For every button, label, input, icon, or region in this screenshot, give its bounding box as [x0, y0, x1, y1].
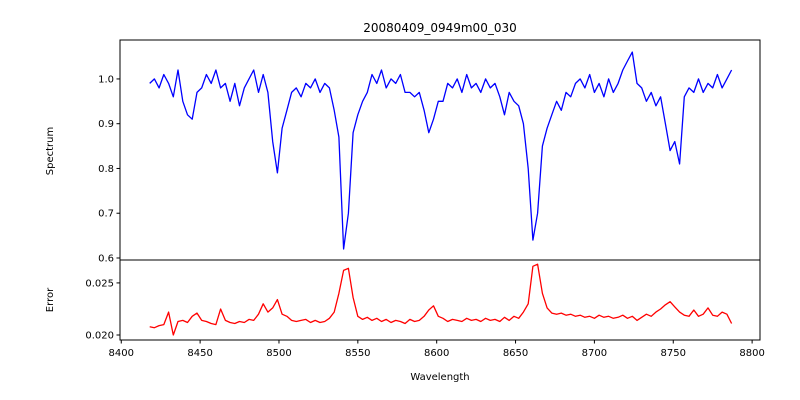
- spectrum-y-tick-label: 1.0: [98, 74, 114, 85]
- error-y-axis-label: Error: [45, 287, 56, 312]
- error-axes: 0.020 0.025 8400 8450 8500 8550 8600 8650 8700 87…: [85, 259, 765, 359]
- error-y-tick-label: 0.020: [85, 331, 114, 342]
- spectrum-y-tick-label: 0.8: [98, 164, 114, 175]
- x-tick-label: 8500: [266, 348, 291, 359]
- x-tick-label: 8750: [661, 348, 686, 359]
- error-axes-frame: [119, 259, 761, 341]
- x-tick-label: 8550: [345, 348, 370, 359]
- spectrum-y-tick-label: 0.7: [98, 209, 114, 220]
- x-tick-label: 8700: [582, 348, 607, 359]
- x-tick-label: 8600: [424, 348, 449, 359]
- spectrum-y-axis-label: Spectrum: [45, 127, 56, 175]
- x-tick-label: 8450: [187, 348, 212, 359]
- error-y-tick-label: 0.025: [85, 278, 114, 289]
- spectrum-series-line: [149, 51, 733, 250]
- chart-title: 20080409_0949m00_030: [363, 21, 516, 35]
- x-tick-label: 8800: [739, 348, 764, 359]
- x-tick-label: 8400: [109, 348, 134, 359]
- spectrum-y-tick-label: 0.9: [98, 119, 114, 130]
- spectrum-y-tick-label: 0.6: [98, 253, 114, 264]
- error-series-line: [149, 263, 733, 336]
- x-tick-label: 8650: [503, 348, 528, 359]
- x-axis-label: Wavelength: [410, 372, 469, 383]
